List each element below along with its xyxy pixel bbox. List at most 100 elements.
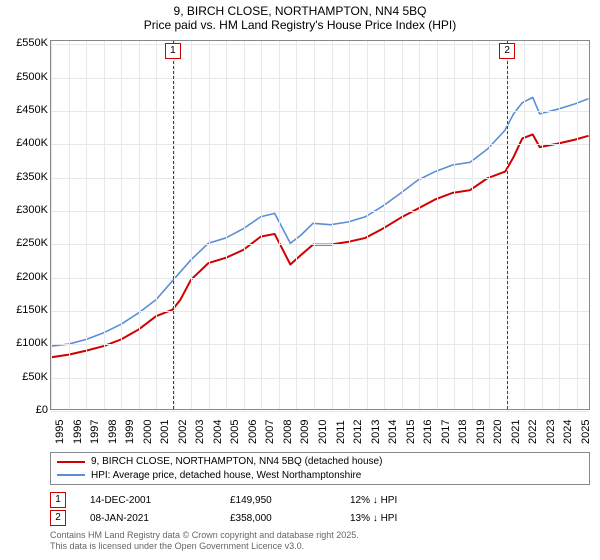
gridline-h [51,411,589,412]
event-price: £149,950 [230,495,350,506]
ytick-label: £350K [2,171,48,183]
event-date: 14-DEC-2001 [90,495,230,506]
ytick-label: £300K [2,204,48,216]
gridline-v [104,41,105,409]
ytick-label: £550K [2,37,48,49]
ytick-label: £250K [2,237,48,249]
xtick-label: 2015 [405,420,417,444]
events-table: 1 14-DEC-2001£149,95012% ↓ HPI 2 08-JAN-202… [50,490,590,528]
gridline-v [489,41,490,409]
ytick-label: £450K [2,104,48,116]
gridline-h [51,311,589,312]
gridline-v [191,41,192,409]
gridline-h [51,178,589,179]
xtick-label: 2021 [510,420,522,444]
xtick-label: 2019 [475,420,487,444]
gridline-v [139,41,140,409]
xtick-label: 2002 [177,420,189,444]
xtick-label: 2003 [194,420,206,444]
gridline-h [51,278,589,279]
legend-item-hpi: HPI: Average price, detached house, West… [57,469,583,483]
gridline-v [244,41,245,409]
gridline-v [542,41,543,409]
xtick-label: 2018 [457,420,469,444]
gridline-h [51,144,589,145]
gridline-v [86,41,87,409]
title-line-1: 9, BIRCH CLOSE, NORTHAMPTON, NN4 5BQ [0,4,600,18]
chart-svg [51,41,589,409]
ytick-label: £150K [2,304,48,316]
gridline-h [51,111,589,112]
gridline-v [384,41,385,409]
xtick-label: 2011 [335,420,347,444]
gridline-v [69,41,70,409]
xtick-label: 2022 [527,420,539,444]
ytick-label: £0 [2,404,48,416]
xtick-label: 2012 [352,420,364,444]
xtick-label: 2008 [282,420,294,444]
xtick-label: 1999 [124,420,136,444]
gridline-v [174,41,175,409]
chart-plot-area: 12 [50,40,590,410]
event-marker-icon: 2 [50,510,66,526]
gridline-v [51,41,52,409]
legend-label-hpi: HPI: Average price, detached house, West… [91,469,361,483]
legend-item-price-paid: 9, BIRCH CLOSE, NORTHAMPTON, NN4 5BQ (de… [57,455,583,469]
event-delta: 12% ↓ HPI [350,495,590,506]
attribution-footer: Contains HM Land Registry data © Crown c… [50,530,590,553]
ytick-label: £50K [2,371,48,383]
xtick-label: 2024 [562,420,574,444]
ytick-label: £100K [2,337,48,349]
xtick-label: 2009 [299,420,311,444]
xtick-label: 2014 [387,420,399,444]
legend-swatch-price-paid [57,461,85,463]
gridline-h [51,244,589,245]
event-row: 2 08-JAN-2021£358,00013% ↓ HPI [50,510,590,526]
xtick-label: 2005 [229,420,241,444]
xtick-label: 2007 [264,420,276,444]
xtick-label: 2000 [142,420,154,444]
gridline-h [51,378,589,379]
ytick-label: £200K [2,271,48,283]
legend: 9, BIRCH CLOSE, NORTHAMPTON, NN4 5BQ (de… [50,452,590,485]
gridline-h [51,344,589,345]
event-marker-2: 2 [499,43,515,59]
gridline-h [51,211,589,212]
footer-line-1: Contains HM Land Registry data © Crown c… [50,530,590,541]
xtick-label: 1998 [107,420,119,444]
xtick-label: 2020 [492,420,504,444]
gridline-v [367,41,368,409]
xtick-label: 2004 [212,420,224,444]
gridline-v [559,41,560,409]
gridline-v [349,41,350,409]
event-marker-1: 1 [165,43,181,59]
ytick-label: £500K [2,71,48,83]
gridline-v [314,41,315,409]
xtick-label: 2013 [370,420,382,444]
gridline-v [279,41,280,409]
xtick-label: 1996 [72,420,84,444]
legend-swatch-hpi [57,474,85,476]
title-line-2: Price paid vs. HM Land Registry's House … [0,18,600,32]
gridline-v [577,41,578,409]
event-delta: 13% ↓ HPI [350,513,590,524]
gridline-v [261,41,262,409]
event-marker-icon: 1 [50,492,66,508]
ytick-label: £400K [2,137,48,149]
gridline-v [402,41,403,409]
xtick-label: 2001 [159,420,171,444]
event-line [507,41,508,409]
event-date: 08-JAN-2021 [90,513,230,524]
gridline-v [454,41,455,409]
footer-line-2: This data is licensed under the Open Gov… [50,541,590,552]
gridline-v [524,41,525,409]
gridline-h [51,78,589,79]
event-row: 1 14-DEC-2001£149,95012% ↓ HPI [50,492,590,508]
event-price: £358,000 [230,513,350,524]
gridline-v [296,41,297,409]
gridline-v [419,41,420,409]
xtick-label: 1997 [89,420,101,444]
xtick-label: 2010 [317,420,329,444]
xtick-label: 2017 [440,420,452,444]
gridline-v [437,41,438,409]
